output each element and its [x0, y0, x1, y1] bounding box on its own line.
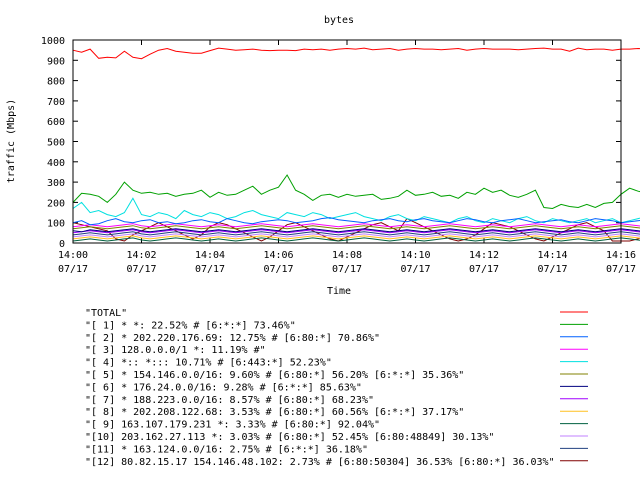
x-tick-label-time: 14:04: [195, 250, 225, 261]
y-tick-label: 900: [47, 56, 65, 67]
series-line: [72, 174, 640, 210]
x-tick-label-date: 07/17: [58, 264, 88, 275]
x-tick-label-date: 07/17: [537, 264, 567, 275]
series-line: [72, 47, 640, 60]
plot-series: [72, 47, 640, 242]
series-line: [72, 217, 640, 226]
legend-entry-label: "[12] 80.82.15.17 154.146.48.102: 2.73% …: [85, 457, 555, 468]
legend-entry-label: "[ 4] *:: *::: 10.71% # [6:443:*] 52.23%…: [85, 358, 332, 369]
x-tick-label-date: 07/17: [126, 264, 156, 275]
y-tick-label: 0: [59, 239, 65, 250]
series-line: [72, 235, 640, 240]
y-tick-label: 800: [47, 77, 65, 88]
x-tick-label-time: 14:12: [469, 250, 499, 261]
y-tick-label: 400: [47, 158, 65, 169]
y-tick-label: 200: [47, 198, 65, 209]
series-line: [72, 233, 640, 238]
legend-entry-label: "[ 5] * 154.146.0.0/16: 9.60% # [6:80:*]…: [85, 370, 464, 381]
legend-entry-label: "[10] 203.162.27.113 *: 3.03% # [6:80:*]…: [85, 432, 494, 443]
x-tick-label-date: 07/17: [400, 264, 430, 275]
plot-frame: [72, 39, 622, 244]
series-line: [72, 225, 640, 230]
legend-entry-label: "[ 1] * *: 22.52% # [6:*:*] 73.46%": [85, 320, 296, 331]
x-tick-label-time: 14:00: [58, 250, 88, 261]
y-tick-label: 700: [47, 97, 65, 108]
x-tick-label-date: 07/17: [606, 264, 636, 275]
x-tick-label-time: 14:08: [332, 250, 362, 261]
x-tick-label-time: 14:14: [537, 250, 567, 261]
legend-entry-label: "[ 8] * 202.208.122.68: 3.53% # [6:80:*]…: [85, 407, 464, 418]
y-tick-label: 100: [47, 219, 65, 230]
legend-entry-label: "[ 2] * 202.220.176.69: 12.75% # [6:80:*…: [85, 333, 380, 344]
y-tick-label: 300: [47, 178, 65, 189]
legend-entry-label: "[ 6] * 176.24.0.0/16: 9.28% # [6:*:*] 8…: [85, 382, 362, 393]
axes: 0 100 200 300 400 500 600 700 800 900 1000 14:00 07/…: [41, 36, 636, 275]
series-line: [72, 197, 640, 224]
y-tick-label: 500: [47, 138, 65, 149]
y-axis-label: traffic (Mbps): [6, 99, 17, 183]
series-line: [72, 229, 640, 234]
series-line: [72, 228, 640, 233]
x-tick-label-date: 07/17: [195, 264, 225, 275]
chart-title: bytes: [324, 15, 354, 26]
x-tick-label-time: 14:02: [126, 250, 156, 261]
series-line: [72, 237, 640, 242]
legend-entry-label: "TOTAL": [85, 308, 127, 319]
series-line: [72, 223, 640, 228]
y-tick-label: 1000: [41, 36, 65, 47]
x-tick-label-time: 14:16: [606, 250, 636, 261]
legend-entry-label: "[11] * 163.124.0.0/16: 2.75% # [6:*:*] …: [85, 444, 368, 455]
x-axis-label: Time: [327, 286, 351, 297]
legend-entry-label: "[ 3] 128.0.0.0/1 *: 11.19% #": [85, 345, 266, 356]
y-tick-label: 600: [47, 117, 65, 128]
x-tick-label-date: 07/17: [263, 264, 293, 275]
x-tick-label-date: 07/17: [469, 264, 499, 275]
legend: "TOTAL""[ 1] * *: 22.52% # [6:*:*] 73.46…: [85, 308, 588, 468]
x-tick-label-time: 14:10: [400, 250, 430, 261]
legend-entry-label: "[ 9] 163.107.179.231 *: 3.33% # [6:80:*…: [85, 420, 380, 431]
x-tick-label-time: 14:06: [263, 250, 293, 261]
series-line: [72, 231, 640, 236]
x-tick-label-date: 07/17: [332, 264, 362, 275]
legend-entry-label: "[ 7] * 188.223.0.0/16: 8.57% # [6:80:*]…: [85, 395, 374, 406]
